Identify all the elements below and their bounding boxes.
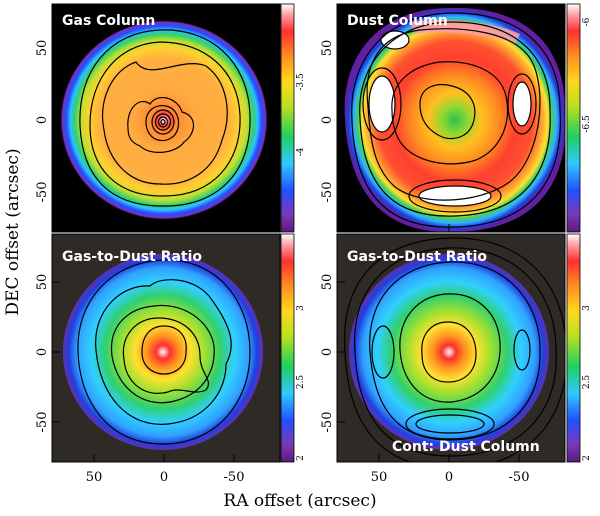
panel-2-ticks xyxy=(337,47,520,232)
panel-3-colorbar xyxy=(280,233,295,463)
panel-1-title: Gas Column xyxy=(62,13,155,29)
panel-2-colorbar xyxy=(566,3,581,233)
panel-4-frame xyxy=(336,233,566,463)
panel-4-colorbar xyxy=(566,233,581,463)
panel-dust-column: Dust Column -6 -6.5 xyxy=(336,3,592,233)
panel-gas-to-dust-ratio-dust-contours: Gas-to-Dust Ratio Cont: Dust Column 3 2.… xyxy=(336,233,592,463)
y-tick-label: 0 xyxy=(35,116,50,124)
panel-1-cbar-tick: -4 xyxy=(296,147,306,156)
x-tick-labels: 50 0 -50 50 0 -50 xyxy=(86,470,530,485)
y-tick-label: -50 xyxy=(320,412,335,433)
panel-2-frame xyxy=(336,3,566,233)
x-tick-label: -50 xyxy=(224,470,245,485)
y-tick-labels: 50 0 -50 50 0 -50 50 0 -50 50 0 -50 xyxy=(35,40,335,433)
panel-4-ticks xyxy=(337,281,520,462)
y-tick-label: 50 xyxy=(320,274,335,291)
y-tick-label: 50 xyxy=(320,40,335,57)
panel-3-ticks xyxy=(52,281,235,462)
panel-3-cbar-tick: 2 xyxy=(296,455,306,461)
panel-4-annotation: Cont: Dust Column xyxy=(392,439,540,455)
x-tick-label: 0 xyxy=(160,470,168,485)
panel-gas-column: Gas Column -3.5 -4 xyxy=(51,3,306,233)
ratio-map-2 xyxy=(349,254,549,450)
panel-2-cbar-tick: -6 xyxy=(582,17,592,26)
y-tick-label: 0 xyxy=(320,348,335,356)
y-tick-label: -50 xyxy=(35,412,50,433)
panel-3-title: Gas-to-Dust Ratio xyxy=(62,249,202,265)
dust-peak xyxy=(369,76,395,132)
panel-2-cbar-tick: -6.5 xyxy=(582,115,592,133)
panel-4-title: Gas-to-Dust Ratio xyxy=(347,249,487,265)
dust-column-contours xyxy=(351,12,561,228)
y-tick-label: 50 xyxy=(35,40,50,57)
y-tick-label: 0 xyxy=(320,116,335,124)
dust-ring-highlight xyxy=(410,20,520,44)
dust-column-overlay-contours xyxy=(343,237,565,462)
x-axis-label: RA offset (arcsec) xyxy=(223,491,376,511)
panel-3-cbar-tick: 3 xyxy=(296,305,306,311)
y-tick-label: 0 xyxy=(35,348,50,356)
panel-3-cbar-tick: 2.5 xyxy=(296,375,306,390)
gas-column-contours xyxy=(79,29,251,207)
dust-peak xyxy=(419,186,491,206)
panel-1-colorbar xyxy=(280,3,295,233)
y-tick-label: 50 xyxy=(35,274,50,291)
panel-3-frame xyxy=(51,233,281,463)
x-tick-label: 50 xyxy=(371,470,388,485)
x-tick-label: 50 xyxy=(86,470,103,485)
panel-gas-to-dust-ratio: Gas-to-Dust Ratio 3 2.5 2 xyxy=(51,233,306,463)
panel-4-cbar-tick: 2 xyxy=(582,455,592,461)
panel-4-cbar-tick: 2.5 xyxy=(582,375,592,390)
panel-2-title: Dust Column xyxy=(347,13,448,29)
y-axis-label: DEC offset (arcsec) xyxy=(3,148,23,315)
ratio-map xyxy=(63,254,263,450)
y-tick-label: -50 xyxy=(320,182,335,203)
panel-1-ticks xyxy=(52,47,235,232)
x-tick-label: -50 xyxy=(509,470,530,485)
panel-1-frame xyxy=(51,3,281,233)
panel-4-cbar-tick: 3 xyxy=(582,305,592,311)
ratio-contours xyxy=(77,259,251,445)
panel-1-cbar-tick: -3.5 xyxy=(296,73,306,91)
x-tick-label: 0 xyxy=(445,470,453,485)
y-tick-label: -50 xyxy=(35,182,50,203)
dust-column-map xyxy=(344,7,565,232)
dust-peak xyxy=(513,82,531,126)
